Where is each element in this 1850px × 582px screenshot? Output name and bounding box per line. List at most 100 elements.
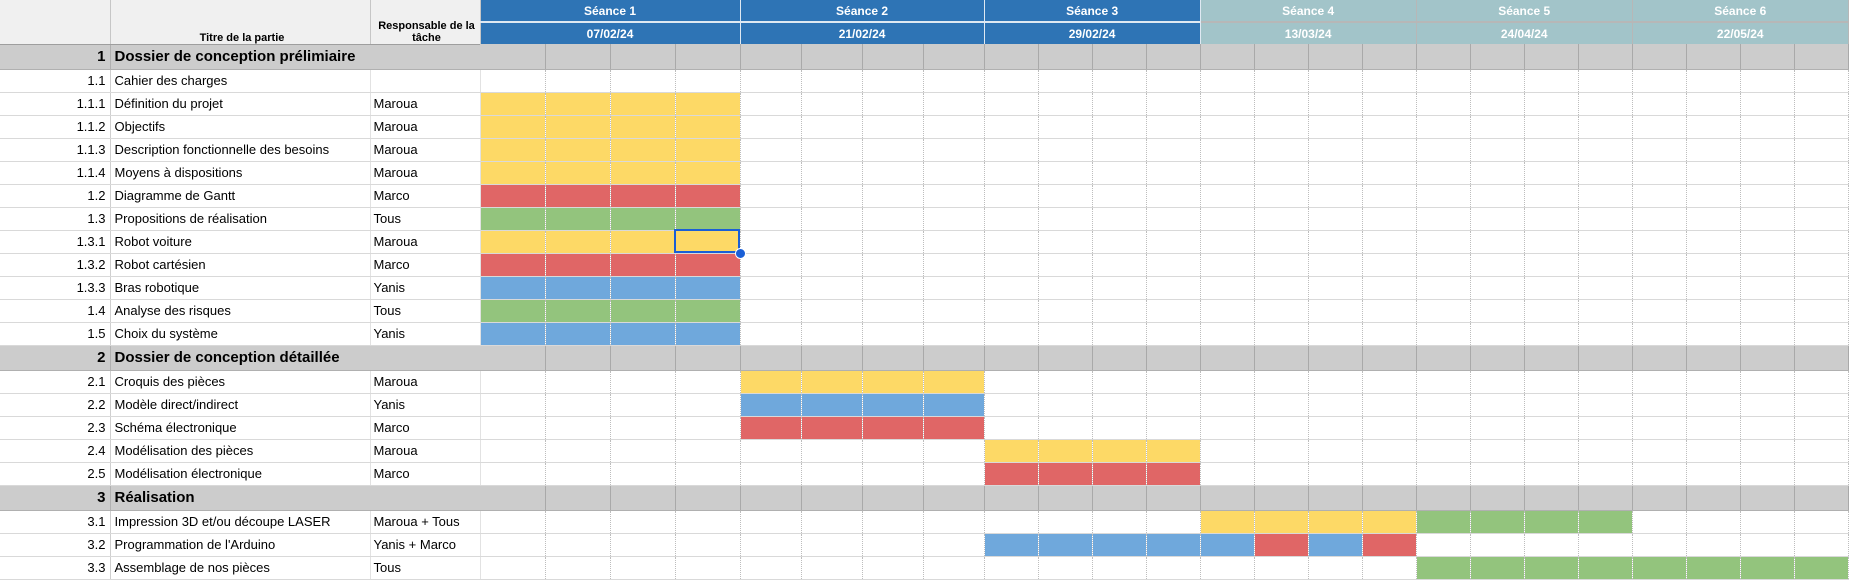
timeline-cell-green[interactable] (1740, 556, 1795, 580)
timeline-cell[interactable] (1578, 485, 1633, 511)
timeline-cell[interactable] (1254, 299, 1309, 323)
task-number-cell[interactable]: 3 (0, 485, 111, 511)
timeline-cell[interactable] (923, 184, 985, 208)
timeline-cell[interactable] (1740, 161, 1795, 185)
timeline-cell[interactable] (984, 115, 1039, 139)
timeline-cell[interactable] (1632, 230, 1687, 254)
task-title-cell[interactable]: Définition du projet (110, 92, 371, 116)
timeline-cell[interactable] (675, 533, 741, 557)
timeline-cell[interactable] (801, 69, 863, 93)
timeline-cell-blue[interactable] (545, 322, 611, 346)
timeline-cell[interactable] (1794, 276, 1849, 300)
timeline-cell[interactable] (1524, 138, 1579, 162)
timeline-cell[interactable] (1146, 556, 1201, 580)
timeline-cell[interactable] (1362, 393, 1417, 417)
timeline-cell-red[interactable] (480, 184, 546, 208)
timeline-cell-yellow[interactable] (545, 161, 611, 185)
session-header-2[interactable]: Séance 2 (740, 0, 985, 23)
task-title-cell[interactable]: Schéma électronique (110, 416, 371, 440)
timeline-cell[interactable] (1524, 462, 1579, 486)
timeline-cell[interactable] (740, 184, 802, 208)
task-title-cell[interactable]: Diagramme de Gantt (110, 184, 371, 208)
timeline-cell[interactable] (1740, 253, 1795, 277)
timeline-cell[interactable] (923, 115, 985, 139)
timeline-cell[interactable] (1470, 345, 1525, 371)
timeline-cell-blue[interactable] (740, 393, 802, 417)
timeline-cell[interactable] (1686, 276, 1741, 300)
timeline-cell[interactable] (862, 439, 924, 463)
task-responsible-cell[interactable]: Yanis (370, 322, 481, 346)
session-date-5[interactable]: 24/04/24 (1416, 22, 1633, 44)
timeline-cell[interactable] (610, 44, 676, 70)
session-header-4[interactable]: Séance 4 (1200, 0, 1417, 23)
timeline-cell-yellow[interactable] (610, 230, 676, 254)
session-header-1[interactable]: Séance 1 (480, 0, 741, 23)
task-title-cell[interactable]: Modèle direct/indirect (110, 393, 371, 417)
timeline-cell[interactable] (1524, 184, 1579, 208)
timeline-cell[interactable] (1524, 253, 1579, 277)
task-title-cell[interactable]: Croquis des pièces (110, 370, 371, 394)
timeline-cell[interactable] (1308, 230, 1363, 254)
timeline-cell[interactable] (545, 462, 611, 486)
task-responsible-cell[interactable]: Maroua (370, 161, 481, 185)
timeline-cell[interactable] (1794, 322, 1849, 346)
timeline-cell[interactable] (1470, 416, 1525, 440)
timeline-cell-yellow[interactable] (984, 439, 1039, 463)
timeline-cell[interactable] (862, 276, 924, 300)
timeline-cell[interactable] (1308, 115, 1363, 139)
timeline-cell[interactable] (1740, 485, 1795, 511)
timeline-cell[interactable] (1524, 207, 1579, 231)
timeline-cell-red[interactable] (984, 462, 1039, 486)
task-title-cell[interactable]: Description fonctionnelle des besoins (110, 138, 371, 162)
timeline-cell[interactable] (1254, 345, 1309, 371)
timeline-cell[interactable] (1308, 207, 1363, 231)
timeline-cell[interactable] (1578, 207, 1633, 231)
timeline-cell-green[interactable] (675, 299, 741, 323)
timeline-cell[interactable] (1200, 92, 1255, 116)
timeline-cell-yellow[interactable] (545, 92, 611, 116)
timeline-cell[interactable] (1200, 416, 1255, 440)
timeline-cell[interactable] (1254, 138, 1309, 162)
task-title-cell[interactable]: Propositions de réalisation (110, 207, 371, 231)
task-number-cell[interactable]: 1.3 (0, 207, 111, 231)
timeline-cell[interactable] (1092, 161, 1147, 185)
timeline-cell[interactable] (1686, 345, 1741, 371)
timeline-cell[interactable] (740, 69, 802, 93)
timeline-cell[interactable] (923, 485, 985, 511)
timeline-cell[interactable] (1524, 393, 1579, 417)
header-title-cell[interactable]: Titre de la partie (110, 0, 371, 45)
timeline-cell-green[interactable] (1416, 510, 1471, 534)
timeline-cell[interactable] (1686, 44, 1741, 70)
timeline-cell[interactable] (923, 533, 985, 557)
timeline-cell[interactable] (1524, 485, 1579, 511)
task-number-cell[interactable]: 3.3 (0, 556, 111, 580)
timeline-cell-green[interactable] (1524, 556, 1579, 580)
timeline-cell[interactable] (1578, 345, 1633, 371)
timeline-cell[interactable] (984, 276, 1039, 300)
task-number-cell[interactable]: 2.5 (0, 462, 111, 486)
timeline-cell-yellow[interactable] (675, 115, 741, 139)
timeline-cell[interactable] (1038, 345, 1093, 371)
task-title-cell[interactable]: Choix du système (110, 322, 371, 346)
timeline-cell[interactable] (1362, 439, 1417, 463)
timeline-cell[interactable] (1146, 69, 1201, 93)
timeline-cell[interactable] (545, 69, 611, 93)
timeline-cell[interactable] (1686, 92, 1741, 116)
timeline-cell[interactable] (1794, 207, 1849, 231)
timeline-cell[interactable] (923, 207, 985, 231)
timeline-cell-blue[interactable] (480, 276, 546, 300)
timeline-cell[interactable] (862, 253, 924, 277)
timeline-cell[interactable] (675, 370, 741, 394)
timeline-cell[interactable] (923, 510, 985, 534)
timeline-cell[interactable] (480, 393, 546, 417)
timeline-cell[interactable] (1416, 322, 1471, 346)
timeline-cell-green[interactable] (545, 299, 611, 323)
timeline-cell[interactable] (1470, 462, 1525, 486)
timeline-cell[interactable] (1794, 92, 1849, 116)
timeline-cell-yellow[interactable] (610, 92, 676, 116)
session-date-3[interactable]: 29/02/24 (984, 22, 1201, 44)
timeline-cell[interactable] (801, 276, 863, 300)
timeline-cell-blue[interactable] (1038, 533, 1093, 557)
timeline-cell[interactable] (1794, 510, 1849, 534)
timeline-cell[interactable] (1524, 322, 1579, 346)
